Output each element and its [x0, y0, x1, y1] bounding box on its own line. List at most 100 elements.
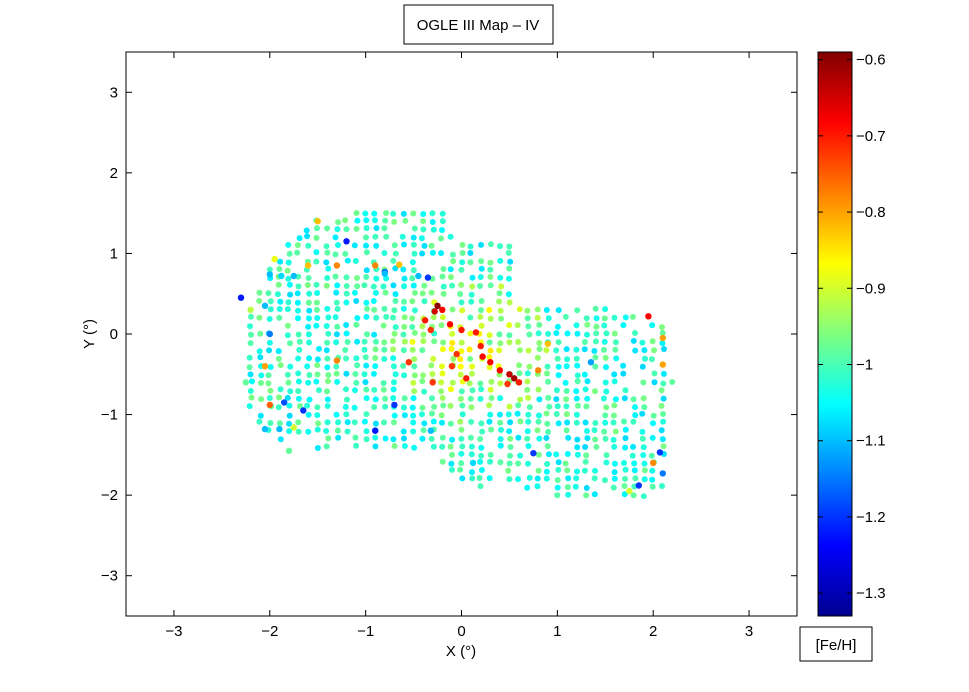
- bg-point-726: [545, 428, 552, 435]
- bg-point-517: [477, 380, 484, 387]
- bg-point-185: [277, 298, 284, 305]
- bg-point-698: [592, 420, 599, 426]
- bg-point-422: [534, 354, 541, 361]
- bg-point-327: [611, 330, 618, 337]
- bg-point-9: [439, 210, 446, 217]
- bg-point-227: [534, 306, 541, 313]
- data-point-41: [453, 350, 460, 358]
- data-point-43: [463, 375, 470, 382]
- bg-point-639: [333, 411, 340, 418]
- bg-point-262: [601, 315, 608, 322]
- bg-point-792: [449, 451, 455, 458]
- bg-point-440: [354, 362, 361, 369]
- bg-point-556: [553, 387, 560, 394]
- bg-point-628: [575, 402, 581, 409]
- bg-point-866: [524, 484, 531, 491]
- data-point-10: [278, 272, 285, 280]
- bg-point-637: [305, 411, 312, 418]
- bg-point-867: [534, 483, 541, 490]
- bg-point-836: [555, 466, 562, 473]
- bg-point-288: [554, 323, 561, 330]
- bg-point-687: [486, 418, 493, 425]
- bg-point-469: [314, 371, 321, 378]
- bg-point-619: [459, 402, 466, 409]
- bg-point-5: [400, 210, 407, 217]
- bg-point-378: [409, 346, 416, 353]
- bg-point-372: [342, 347, 349, 353]
- bg-point-775: [439, 443, 446, 450]
- bg-point-375: [381, 346, 388, 353]
- bg-point-410: [353, 355, 360, 362]
- bg-point-600: [246, 403, 253, 410]
- data-point-55: [626, 487, 633, 495]
- data-point-24: [372, 427, 379, 434]
- bg-point-648: [459, 411, 466, 418]
- bg-point-657: [563, 411, 570, 418]
- bg-point-840: [592, 467, 598, 474]
- bg-point-354: [515, 339, 522, 345]
- bg-point-873: [621, 483, 628, 489]
- bg-point-110: [410, 267, 417, 274]
- bg-point-63: [487, 241, 494, 248]
- bg-point-114: [478, 265, 485, 272]
- data-point-18: [261, 425, 269, 433]
- bg-point-236: [276, 314, 283, 321]
- bg-point-251: [439, 314, 446, 321]
- bg-point-478: [411, 372, 418, 379]
- bg-point-837: [564, 467, 571, 474]
- bg-point-344: [409, 338, 416, 345]
- bg-point-504: [325, 378, 331, 385]
- bg-point-676: [372, 420, 379, 427]
- bg-point-147: [354, 283, 361, 290]
- bg-point-201: [468, 298, 475, 305]
- data-point-58: [427, 427, 434, 434]
- y-tick-label: −3: [101, 568, 118, 585]
- data-point-34: [479, 353, 486, 360]
- bg-point-768: [323, 443, 330, 450]
- bg-point-850: [506, 476, 513, 483]
- bg-point-64: [497, 243, 503, 250]
- bg-point-502: [305, 379, 312, 386]
- bg-point-592: [573, 395, 580, 402]
- bg-point-393: [581, 346, 588, 353]
- bg-point-197: [409, 298, 416, 305]
- bg-point-487: [524, 370, 531, 377]
- bg-point-719: [458, 426, 465, 433]
- y-tick-label: −2: [101, 487, 118, 504]
- bg-point-373: [361, 346, 368, 353]
- bg-point-180: [468, 291, 475, 298]
- bg-point-669: [295, 419, 302, 426]
- bg-point-191: [343, 299, 350, 306]
- bg-point-159: [477, 283, 483, 289]
- bg-point-374: [372, 346, 379, 353]
- bg-point-690: [517, 418, 524, 425]
- bg-point-679: [410, 419, 417, 426]
- bg-point-636: [286, 412, 293, 419]
- bg-point-169: [333, 289, 340, 296]
- bg-point-325: [593, 330, 600, 337]
- bg-point-371: [323, 347, 330, 354]
- data-point-5: [396, 261, 403, 268]
- bg-point-490: [555, 372, 562, 379]
- bg-point-273: [353, 321, 360, 328]
- bg-point-656: [553, 411, 560, 417]
- bg-point-285: [514, 322, 521, 329]
- bg-point-340: [373, 338, 379, 345]
- bg-point-747: [449, 436, 456, 443]
- bg-point-294: [649, 322, 656, 329]
- bg-point-211: [324, 305, 331, 312]
- bg-point-3: [383, 210, 390, 216]
- bg-point-302: [325, 330, 332, 337]
- bg-point-296: [248, 331, 254, 338]
- bg-point-178: [440, 290, 447, 297]
- bg-point-395: [600, 346, 607, 353]
- bg-point-399: [651, 347, 657, 354]
- colorbar-gradient: [817, 51, 853, 617]
- bg-point-593: [584, 395, 591, 402]
- bg-point-447: [439, 363, 445, 370]
- bg-point-234: [256, 314, 263, 321]
- bg-point-246: [390, 314, 396, 321]
- bg-point-776: [447, 443, 454, 450]
- data-point-16: [281, 399, 288, 406]
- bg-point-662: [639, 410, 646, 417]
